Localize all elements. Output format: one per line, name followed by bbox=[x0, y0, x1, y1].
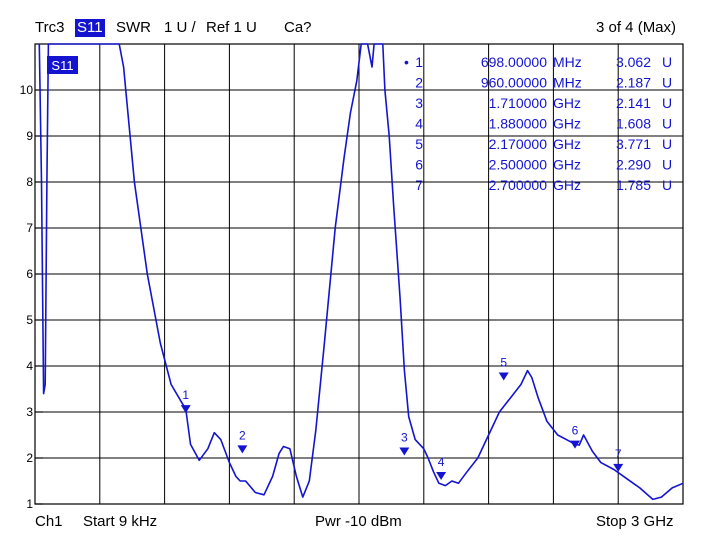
y-tick-label: 7 bbox=[26, 221, 33, 235]
marker-7-value-unit: U bbox=[662, 177, 672, 193]
marker-6-number: 6 bbox=[415, 157, 423, 173]
marker-6-frequency: 2.500000 bbox=[489, 157, 548, 173]
y-tick-label: 2 bbox=[26, 451, 33, 465]
trace-line-s11 bbox=[38, 43, 684, 501]
stop-frequency[interactable]: Stop 3 GHz bbox=[596, 513, 674, 530]
marker-7-freq-unit: GHz bbox=[553, 177, 581, 193]
marker-1-number: 1 bbox=[415, 54, 423, 70]
marker-3-number: 3 bbox=[415, 95, 423, 111]
y-tick-label: 6 bbox=[26, 267, 33, 281]
marker-7-number: 7 bbox=[415, 177, 423, 193]
marker-3-frequency: 1.710000 bbox=[489, 95, 548, 111]
marker-5-frequency: 2.170000 bbox=[489, 136, 548, 152]
marker-3-value: 2.141 bbox=[616, 95, 651, 111]
trace-badge-box bbox=[47, 56, 78, 74]
marker-3-triangle bbox=[399, 447, 410, 456]
marker-2-number: 2 bbox=[415, 75, 423, 91]
marker-7-value: 1.785 bbox=[616, 177, 651, 193]
marker-4-label: 4 bbox=[438, 455, 445, 469]
trace-label[interactable]: Trc3 bbox=[35, 19, 65, 36]
marker-2-freq-unit: MHz bbox=[553, 75, 582, 91]
marker-active-indicator: • bbox=[404, 54, 409, 70]
footer-bar: Ch1 Start 9 kHz Pwr -10 dBm Stop 3 GHz bbox=[0, 510, 714, 540]
trace bbox=[38, 43, 684, 501]
grid bbox=[35, 44, 683, 504]
marker-7-triangle bbox=[613, 463, 624, 472]
markers: 1 2 3 4 5 6 7 bbox=[180, 356, 624, 481]
marker-4-value: 1.608 bbox=[616, 116, 651, 132]
marker-2-value: 2.187 bbox=[616, 75, 651, 91]
header-bar: Trc3 S11 SWR 1 U / Ref 1 U Ca? 3 of 4 (M… bbox=[0, 0, 714, 40]
marker-1-triangle bbox=[180, 405, 191, 414]
marker-7-frequency: 2.700000 bbox=[489, 177, 548, 193]
marker-5-value: 3.771 bbox=[616, 136, 651, 152]
marker-2-label: 2 bbox=[239, 428, 246, 442]
marker-5-freq-unit: GHz bbox=[553, 136, 581, 152]
y-tick-label: 10 bbox=[20, 83, 34, 97]
marker-7-label: 7 bbox=[615, 447, 622, 461]
marker-2-triangle bbox=[237, 445, 248, 454]
marker-2-value-unit: U bbox=[662, 75, 672, 91]
marker-3-value-unit: U bbox=[662, 95, 672, 111]
marker-1-freq-unit: MHz bbox=[553, 54, 582, 70]
y-tick-label: 1 bbox=[26, 497, 33, 511]
marker-1-value: 3.062 bbox=[616, 54, 651, 70]
marker-table: • 1 698.00000 MHz 3.062 U2 960.00000 MHz 2.187 U3… bbox=[404, 54, 672, 193]
marker-1-frequency: 698.00000 bbox=[481, 54, 547, 70]
marker-4-frequency: 1.880000 bbox=[489, 116, 548, 132]
marker-5-triangle bbox=[498, 372, 509, 381]
marker-6-value: 2.290 bbox=[616, 157, 651, 173]
marker-2-frequency: 960.00000 bbox=[481, 75, 547, 91]
reference-label[interactable]: Ref 1 U bbox=[206, 19, 257, 36]
marker-4-triangle bbox=[436, 472, 447, 481]
power-level[interactable]: Pwr -10 dBm bbox=[315, 513, 402, 530]
marker-5-value-unit: U bbox=[662, 136, 672, 152]
marker-1-label: 1 bbox=[182, 388, 189, 402]
marker-4-number: 4 bbox=[415, 116, 423, 132]
y-tick-label: 9 bbox=[26, 129, 33, 143]
y-tick-label: 8 bbox=[26, 175, 33, 189]
marker-6-triangle bbox=[569, 440, 580, 449]
scale-label[interactable]: 1 U / bbox=[164, 19, 196, 36]
start-frequency[interactable]: Start 9 kHz bbox=[83, 513, 158, 530]
trace-badge[interactable]: S11 bbox=[47, 56, 78, 74]
trace-count: 3 of 4 (Max) bbox=[596, 19, 677, 36]
y-tick-label: 3 bbox=[26, 405, 33, 419]
marker-1-value-unit: U bbox=[662, 54, 672, 70]
calibration-status: Ca? bbox=[284, 19, 312, 36]
marker-6-value-unit: U bbox=[662, 157, 672, 173]
measurement-parameter[interactable]: S11 bbox=[75, 19, 105, 37]
marker-5-label: 5 bbox=[500, 356, 507, 370]
marker-4-value-unit: U bbox=[662, 116, 672, 132]
trace-badge-label: S11 bbox=[51, 58, 73, 73]
marker-5-number: 5 bbox=[415, 136, 423, 152]
marker-6-freq-unit: GHz bbox=[553, 157, 581, 173]
marker-6-label: 6 bbox=[572, 424, 579, 438]
format-label[interactable]: SWR bbox=[116, 19, 151, 36]
marker-3-freq-unit: GHz bbox=[553, 95, 581, 111]
y-tick-label: 4 bbox=[26, 359, 33, 373]
y-tick-label: 5 bbox=[26, 313, 33, 327]
channel-label[interactable]: Ch1 bbox=[35, 513, 63, 530]
y-axis: 1 2 3 4 5 6 7 8 9 10 bbox=[20, 83, 43, 511]
marker-3-label: 3 bbox=[401, 431, 408, 445]
marker-4-freq-unit: GHz bbox=[553, 116, 581, 132]
